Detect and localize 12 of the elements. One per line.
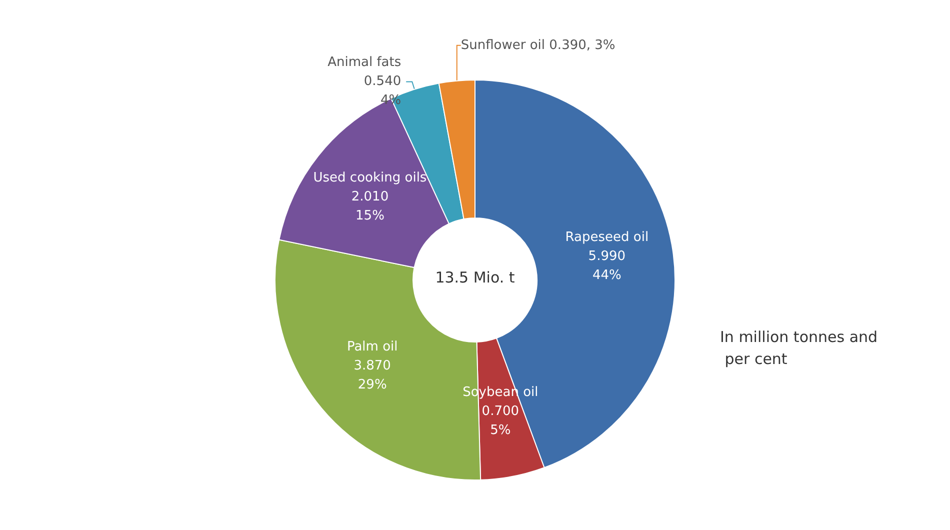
slice-label: Used cooking oils bbox=[313, 170, 427, 186]
data-label: 0.700 5% bbox=[482, 404, 520, 438]
data-label: 0.540 4% bbox=[364, 74, 402, 108]
slice-label: Palm oil bbox=[346, 340, 398, 355]
text: In million tonnes and per cent bbox=[720, 328, 878, 368]
slice-label: Sunflower oil 0.390, 3% bbox=[460, 38, 616, 53]
data-label: 3.870 29% bbox=[354, 358, 391, 393]
text: 13.5 Mio. t bbox=[435, 268, 515, 286]
data-label: 5.990 44% bbox=[588, 248, 626, 283]
data-label: 2.010 15% bbox=[351, 189, 389, 224]
slice-label: Rapeseed oil bbox=[565, 230, 649, 245]
slice-label: Animal fats bbox=[328, 55, 402, 70]
